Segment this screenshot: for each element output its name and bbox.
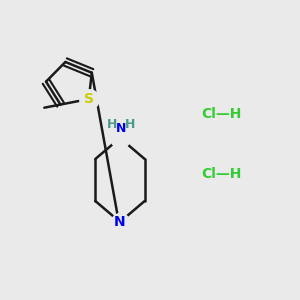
Text: S: S [84, 92, 94, 106]
Text: N: N [114, 215, 126, 229]
Text: N: N [116, 122, 127, 135]
Text: Cl—H: Cl—H [201, 167, 242, 181]
Text: H: H [107, 118, 118, 131]
Text: Cl—H: Cl—H [201, 107, 242, 121]
Text: H: H [125, 118, 136, 131]
